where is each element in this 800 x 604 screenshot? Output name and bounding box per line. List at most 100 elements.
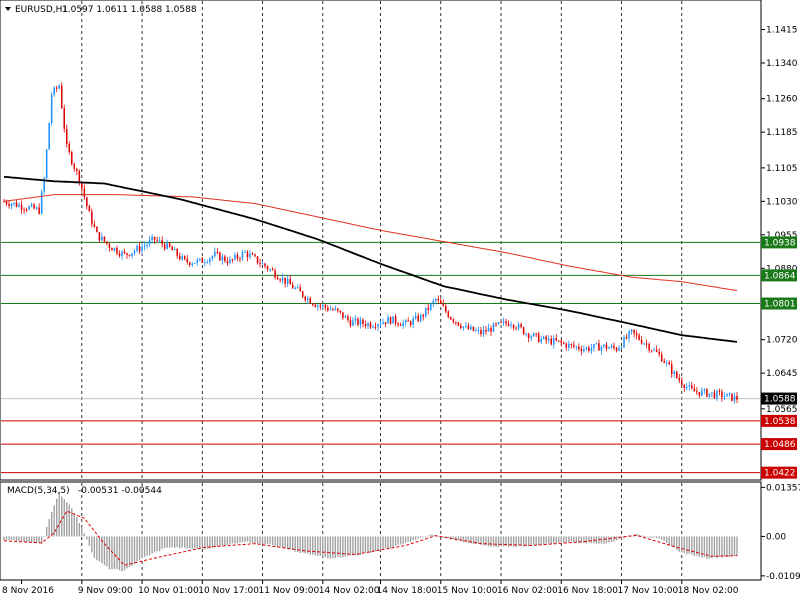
macd-bar <box>251 536 254 544</box>
candle-bull <box>590 348 593 351</box>
candle-bear <box>15 202 18 207</box>
macd-bar <box>8 536 10 541</box>
macd-bar <box>708 536 711 559</box>
candle-bear <box>696 391 698 393</box>
macd-bar <box>731 536 733 556</box>
macd-bar <box>517 536 520 546</box>
macd-bar <box>337 536 339 557</box>
candle-bull <box>206 262 209 264</box>
candle-bear <box>736 395 738 400</box>
macd-bar <box>475 536 477 545</box>
macd-bar <box>397 536 399 545</box>
candle-bull <box>143 245 146 247</box>
macd-bar <box>610 536 613 542</box>
candle-bull <box>13 202 15 204</box>
macd-bar <box>545 536 547 544</box>
candle-bull <box>158 240 161 242</box>
macd-bar <box>555 536 557 543</box>
candle-bear <box>557 340 560 342</box>
macd-bar <box>342 536 344 558</box>
macd-bar <box>201 536 203 549</box>
macd-bar <box>663 536 665 542</box>
candle-bear <box>455 321 457 323</box>
macd-bar <box>191 536 193 549</box>
macd-bar <box>239 536 241 543</box>
candle-bull <box>686 386 688 389</box>
candle-bear <box>73 164 76 169</box>
candle-bear <box>389 317 392 324</box>
macd-bar <box>693 536 696 557</box>
dropdown-triangle-icon[interactable] <box>5 7 11 11</box>
candle-bull <box>610 345 613 348</box>
macd-bar <box>515 536 517 547</box>
macd-bar <box>653 536 655 538</box>
candle-bull <box>540 339 542 343</box>
macd-bar <box>219 536 221 546</box>
candle-bull <box>377 324 379 327</box>
macd-bar <box>317 536 319 556</box>
macd-bar <box>40 536 43 544</box>
candle-bull <box>429 303 432 310</box>
macd-bar <box>457 536 460 541</box>
candle-bear <box>485 329 487 332</box>
candle-bear <box>512 324 515 328</box>
candle-bear <box>299 287 301 292</box>
macd-bar <box>711 536 713 559</box>
time-tick-label: 10 Nov 17:00 <box>198 586 259 596</box>
candle-bear <box>678 377 681 381</box>
candle-bull <box>462 326 465 329</box>
macd-bar <box>271 536 274 546</box>
macd-bar <box>362 536 364 554</box>
candle-bear <box>691 385 693 389</box>
candle-bear <box>55 87 58 89</box>
candle-bull <box>723 396 726 398</box>
macd-bar <box>497 536 500 547</box>
macd-bar <box>196 536 198 549</box>
macd-bar <box>241 536 244 543</box>
macd-bar <box>417 536 419 539</box>
candle-bear <box>186 258 189 263</box>
candle-bear <box>490 327 492 332</box>
macd-bar <box>206 536 209 549</box>
candle-bull <box>665 362 668 364</box>
candle-bear <box>183 256 186 259</box>
macd-bar <box>409 536 412 543</box>
macd-bar <box>329 536 332 559</box>
candle-bull <box>608 347 610 349</box>
macd-bar <box>655 536 658 539</box>
macd-bar <box>93 536 96 558</box>
candle-bull <box>404 320 407 323</box>
candle-bear <box>289 279 291 285</box>
candle-bear <box>20 204 23 210</box>
macd-bar <box>209 536 211 549</box>
candle-bear <box>713 392 716 398</box>
candle-bear <box>522 327 525 335</box>
candle-bear <box>332 309 334 311</box>
candle-bull <box>294 287 296 289</box>
macd-bar <box>246 536 249 542</box>
candle-bear <box>633 329 635 334</box>
macd-bar <box>563 536 565 543</box>
candle-bear <box>450 317 452 320</box>
macd-bar <box>101 536 103 564</box>
candle-bull <box>673 371 676 375</box>
macd-bar <box>264 536 266 545</box>
candle-bear <box>545 336 547 341</box>
macd-bar <box>136 536 138 562</box>
candle-bear <box>573 344 575 347</box>
candle-bull <box>585 347 588 349</box>
macd-bar <box>414 536 417 540</box>
macd-bar <box>580 536 583 543</box>
macd-bar <box>327 536 329 559</box>
candle-bull <box>43 178 45 192</box>
macd-bar <box>289 536 291 550</box>
macd-bar <box>113 536 116 569</box>
macd-bar <box>153 536 156 553</box>
candle-bear <box>515 327 517 329</box>
macd-bar <box>141 536 143 558</box>
candle-bear <box>342 312 344 318</box>
current-price-tag-bg <box>761 392 797 405</box>
macd-bar <box>254 536 256 544</box>
candle-bull <box>643 343 645 345</box>
